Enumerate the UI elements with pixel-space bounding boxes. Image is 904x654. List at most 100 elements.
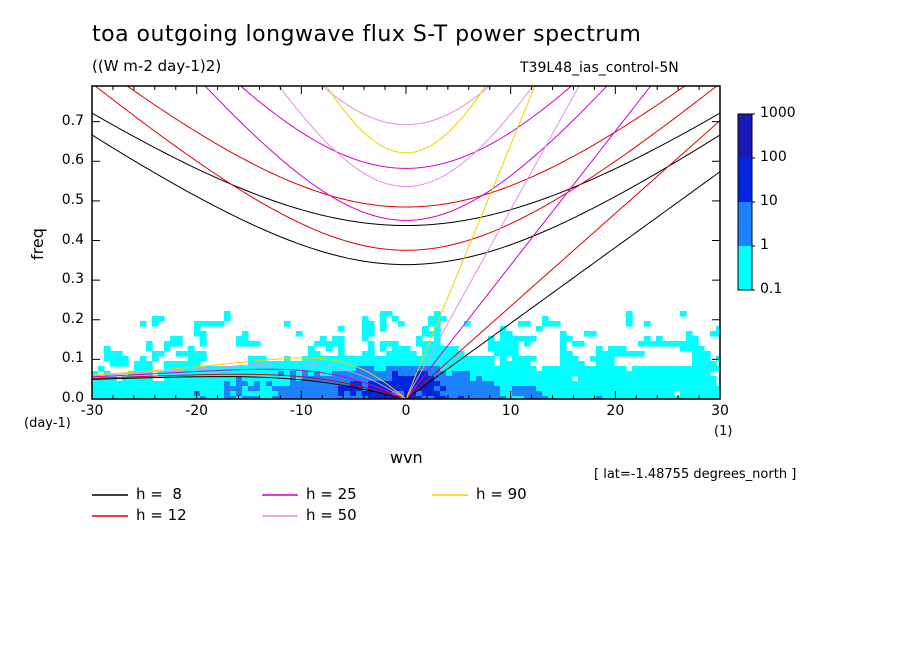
spectrum-cell <box>626 396 633 399</box>
spectrum-cell <box>440 366 447 372</box>
spectrum-cell <box>548 321 555 327</box>
spectrum-cell <box>398 321 405 327</box>
spectrum-cell <box>332 386 339 392</box>
spectrum-cell <box>254 371 261 377</box>
spectrum-cell <box>194 351 201 357</box>
spectrum-cell <box>206 366 213 372</box>
spectrum-cell <box>392 351 399 357</box>
spectrum-cell <box>452 376 459 382</box>
spectrum-cell <box>524 321 531 327</box>
spectrum-cell <box>134 391 141 397</box>
spectrum-cell <box>488 336 495 342</box>
legend-label: h = 50 <box>306 506 357 524</box>
spectrum-cell <box>296 376 303 382</box>
spectrum-cell <box>116 391 123 397</box>
colorbar-swatch <box>738 158 752 202</box>
spectrum-cell <box>338 381 345 387</box>
spectrum-cell <box>692 371 699 377</box>
spectrum-cell <box>458 396 465 399</box>
spectrum-cell <box>248 386 255 392</box>
spectrum-cell <box>236 396 243 399</box>
spectrum-cell <box>362 391 369 397</box>
spectrum-cell <box>506 391 513 397</box>
x-tick-label: 10 <box>501 403 520 419</box>
spectrum-cell <box>386 356 393 362</box>
spectrum-cell <box>350 366 357 372</box>
spectrum-cell <box>428 316 435 322</box>
spectrum-cell <box>176 386 183 392</box>
spectrum-cell <box>254 361 261 367</box>
spectrum-cell <box>392 381 399 387</box>
spectrum-cell <box>392 316 399 322</box>
spectrum-cell <box>638 366 645 372</box>
spectrum-cell <box>116 351 123 357</box>
spectrum-cell <box>434 331 441 337</box>
spectrum-cell <box>512 366 519 372</box>
spectrum-cell <box>302 381 309 387</box>
spectrum-cell <box>476 356 483 362</box>
spectrum-cell <box>614 371 621 377</box>
spectrum-cell <box>248 391 255 397</box>
spectrum-cell <box>200 321 207 327</box>
spectrum-cell <box>596 356 603 362</box>
spectrum-cell <box>674 381 681 387</box>
legend-label: h = 8 <box>136 485 182 503</box>
spectrum-cell <box>320 361 327 367</box>
spectrum-cell <box>584 376 591 382</box>
spectrum-cell <box>704 381 711 387</box>
spectrum-cell <box>230 381 237 387</box>
spectrum-cell <box>236 366 243 372</box>
spectrum-cell <box>602 371 609 377</box>
spectrum-cell <box>674 376 681 382</box>
spectrum-cell <box>110 381 117 387</box>
spectrum-cell <box>578 396 585 399</box>
spectrum-cell <box>182 371 189 377</box>
spectrum-cell <box>422 381 429 387</box>
spectrum-cell <box>218 391 225 397</box>
spectrum-cell <box>416 396 423 399</box>
spectrum-cell <box>278 386 285 392</box>
spectrum-cell <box>518 391 525 397</box>
spectrum-cell <box>188 391 195 397</box>
spectrum-cell <box>680 391 687 397</box>
spectrum-cell <box>638 396 645 399</box>
spectrum-cell <box>134 386 141 392</box>
spectrum-cell <box>368 381 375 387</box>
spectrum-cell <box>500 371 507 377</box>
spectrum-cell <box>608 346 615 352</box>
spectrum-cell <box>164 371 171 377</box>
spectrum-cell <box>374 361 381 367</box>
spectrum-cell <box>350 361 357 367</box>
spectrum-cell <box>434 366 441 372</box>
spectrum-cell <box>446 386 453 392</box>
spectrum-cell <box>308 351 315 357</box>
spectrum-cell <box>578 391 585 397</box>
spectrum-cell <box>686 366 693 372</box>
spectrum-cell <box>440 371 447 377</box>
spectrum-cell <box>320 391 327 397</box>
colorbar-swatch <box>738 202 752 246</box>
spectrum-cell <box>248 361 255 367</box>
spectrum-cell <box>584 331 591 337</box>
spectrum-cell <box>338 396 345 399</box>
spectrum-cell <box>488 346 495 352</box>
spectrum-cell <box>176 396 183 399</box>
spectrum-cell <box>590 356 597 362</box>
spectrum-cell <box>656 396 663 399</box>
spectrum-cell <box>104 351 111 357</box>
spectrum-cell <box>194 386 201 392</box>
spectrum-cell <box>536 381 543 387</box>
spectrum-cell <box>266 386 273 392</box>
spectrum-cell <box>398 381 405 387</box>
kelvin-curve-h90 <box>405 86 536 399</box>
spectrum-cell <box>710 361 717 367</box>
spectrum-cell <box>572 356 579 362</box>
spectrum-cell <box>626 351 633 357</box>
spectrum-cell <box>560 336 567 342</box>
spectrum-cell <box>236 336 243 342</box>
spectrum-cell <box>320 376 327 382</box>
spectrum-cell <box>458 361 465 367</box>
spectrum-cell <box>428 341 435 347</box>
spectrum-cell <box>692 366 699 372</box>
spectrum-cell <box>680 376 687 382</box>
